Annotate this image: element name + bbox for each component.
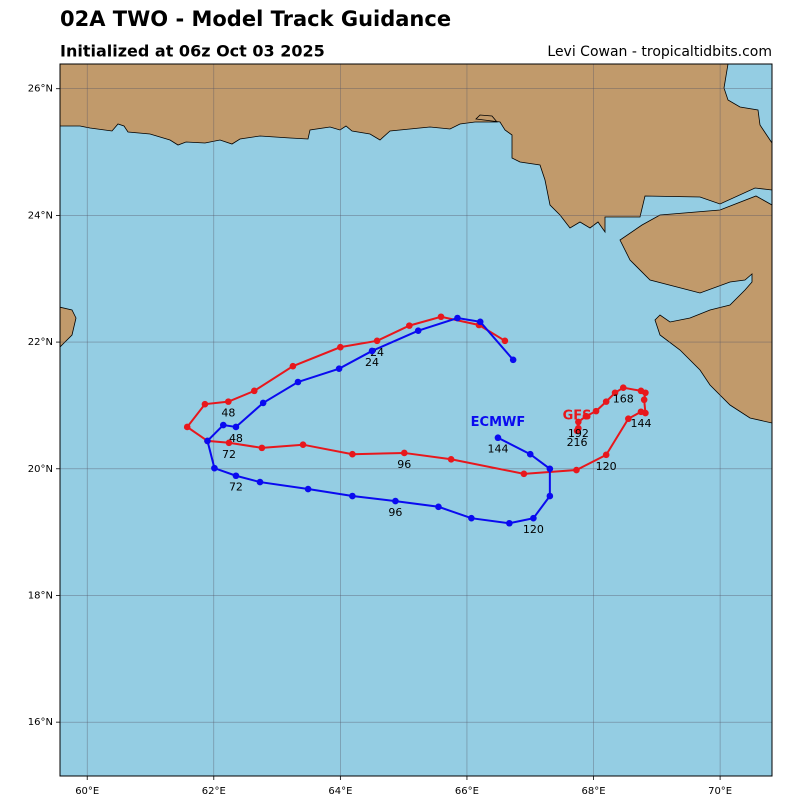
track-point bbox=[476, 318, 484, 326]
track-point bbox=[530, 514, 537, 522]
track-point bbox=[232, 423, 240, 431]
track-point bbox=[392, 497, 399, 505]
track-point bbox=[642, 409, 649, 417]
track-point bbox=[546, 465, 554, 473]
track-point bbox=[520, 470, 528, 478]
x-tick-label: 64°E bbox=[328, 786, 352, 797]
track-point bbox=[400, 449, 408, 457]
hour-label: 144 bbox=[630, 417, 651, 430]
track-point bbox=[454, 314, 461, 322]
track-point bbox=[602, 398, 610, 405]
track-point bbox=[602, 451, 610, 459]
hour-label: 96 bbox=[388, 506, 402, 519]
track-point bbox=[546, 492, 554, 500]
model-name: ECMWF bbox=[471, 415, 526, 430]
track-point bbox=[349, 492, 356, 500]
x-tick-label: 60°E bbox=[75, 786, 99, 797]
track-point bbox=[437, 313, 445, 321]
track-point bbox=[304, 485, 312, 493]
credit: Levi Cowan - tropicaltidbits.com bbox=[547, 44, 772, 60]
track-point bbox=[232, 472, 240, 480]
track-point bbox=[573, 427, 581, 435]
hour-label: 216 bbox=[567, 436, 588, 449]
y-tick-label: 26°N bbox=[28, 84, 53, 95]
track-point bbox=[414, 327, 422, 334]
track-point bbox=[619, 384, 627, 391]
hour-label: 48 bbox=[229, 432, 243, 445]
track-point bbox=[582, 412, 590, 420]
track-point bbox=[256, 478, 264, 486]
track-point bbox=[335, 365, 343, 372]
track-point bbox=[611, 389, 619, 397]
hour-label: 24 bbox=[365, 356, 379, 369]
land bbox=[60, 64, 772, 234]
track-point bbox=[349, 450, 356, 458]
plot-frame bbox=[59, 63, 773, 777]
track-point bbox=[294, 378, 302, 386]
hour-label: 192 bbox=[568, 427, 589, 440]
land bbox=[60, 306, 77, 348]
grid bbox=[60, 64, 772, 776]
track-point bbox=[258, 444, 266, 452]
hour-label: 168 bbox=[613, 393, 634, 406]
y-tick-label: 24°N bbox=[28, 210, 53, 221]
map bbox=[60, 64, 772, 776]
track-point bbox=[373, 337, 381, 345]
track-point bbox=[225, 398, 232, 405]
hour-label: 144 bbox=[487, 443, 508, 456]
track-point bbox=[219, 421, 227, 429]
track-point bbox=[406, 322, 413, 329]
track-point bbox=[468, 514, 475, 522]
track-point bbox=[501, 337, 509, 345]
track-point bbox=[183, 423, 191, 431]
track-point bbox=[225, 439, 233, 447]
track-point bbox=[506, 519, 513, 527]
y-tick-label: 22°N bbox=[28, 337, 53, 348]
hour-label: 96 bbox=[397, 458, 411, 471]
track-point bbox=[494, 434, 502, 442]
track-point bbox=[204, 437, 211, 445]
track-point bbox=[592, 407, 600, 415]
hour-label: 48 bbox=[221, 407, 235, 420]
hour-label: 120 bbox=[596, 460, 617, 473]
track-point bbox=[509, 356, 517, 364]
chart-subtitle: Initialized at 06z Oct 03 2025 bbox=[60, 42, 325, 61]
track-point bbox=[573, 466, 580, 474]
y-tick-label: 20°N bbox=[28, 464, 53, 475]
track-point bbox=[259, 399, 267, 407]
hour-label: 120 bbox=[523, 523, 544, 536]
hour-label: 72 bbox=[222, 448, 236, 461]
track-point bbox=[368, 347, 376, 355]
y-tick-label: 16°N bbox=[28, 717, 53, 728]
x-tick-label: 68°E bbox=[582, 786, 606, 797]
track-point bbox=[289, 362, 297, 370]
model-name: GFS bbox=[563, 408, 592, 423]
track-point bbox=[575, 418, 582, 426]
track-point bbox=[211, 464, 218, 472]
track-point bbox=[337, 343, 344, 351]
track-point bbox=[435, 503, 442, 511]
track-point bbox=[447, 455, 455, 463]
land bbox=[619, 195, 772, 424]
x-tick-label: 66°E bbox=[455, 786, 479, 797]
track-point bbox=[640, 396, 648, 404]
track-point bbox=[250, 387, 258, 395]
track-point bbox=[625, 415, 632, 423]
x-tick-label: 70°E bbox=[708, 786, 732, 797]
x-tick-label: 62°E bbox=[202, 786, 226, 797]
chart-title: 02A TWO - Model Track Guidance bbox=[60, 7, 451, 31]
track-point bbox=[526, 450, 534, 458]
track-point bbox=[201, 400, 209, 408]
y-tick-label: 18°N bbox=[28, 590, 53, 601]
hour-label: 72 bbox=[229, 481, 243, 494]
track-point bbox=[299, 441, 307, 449]
track-point bbox=[637, 387, 645, 395]
